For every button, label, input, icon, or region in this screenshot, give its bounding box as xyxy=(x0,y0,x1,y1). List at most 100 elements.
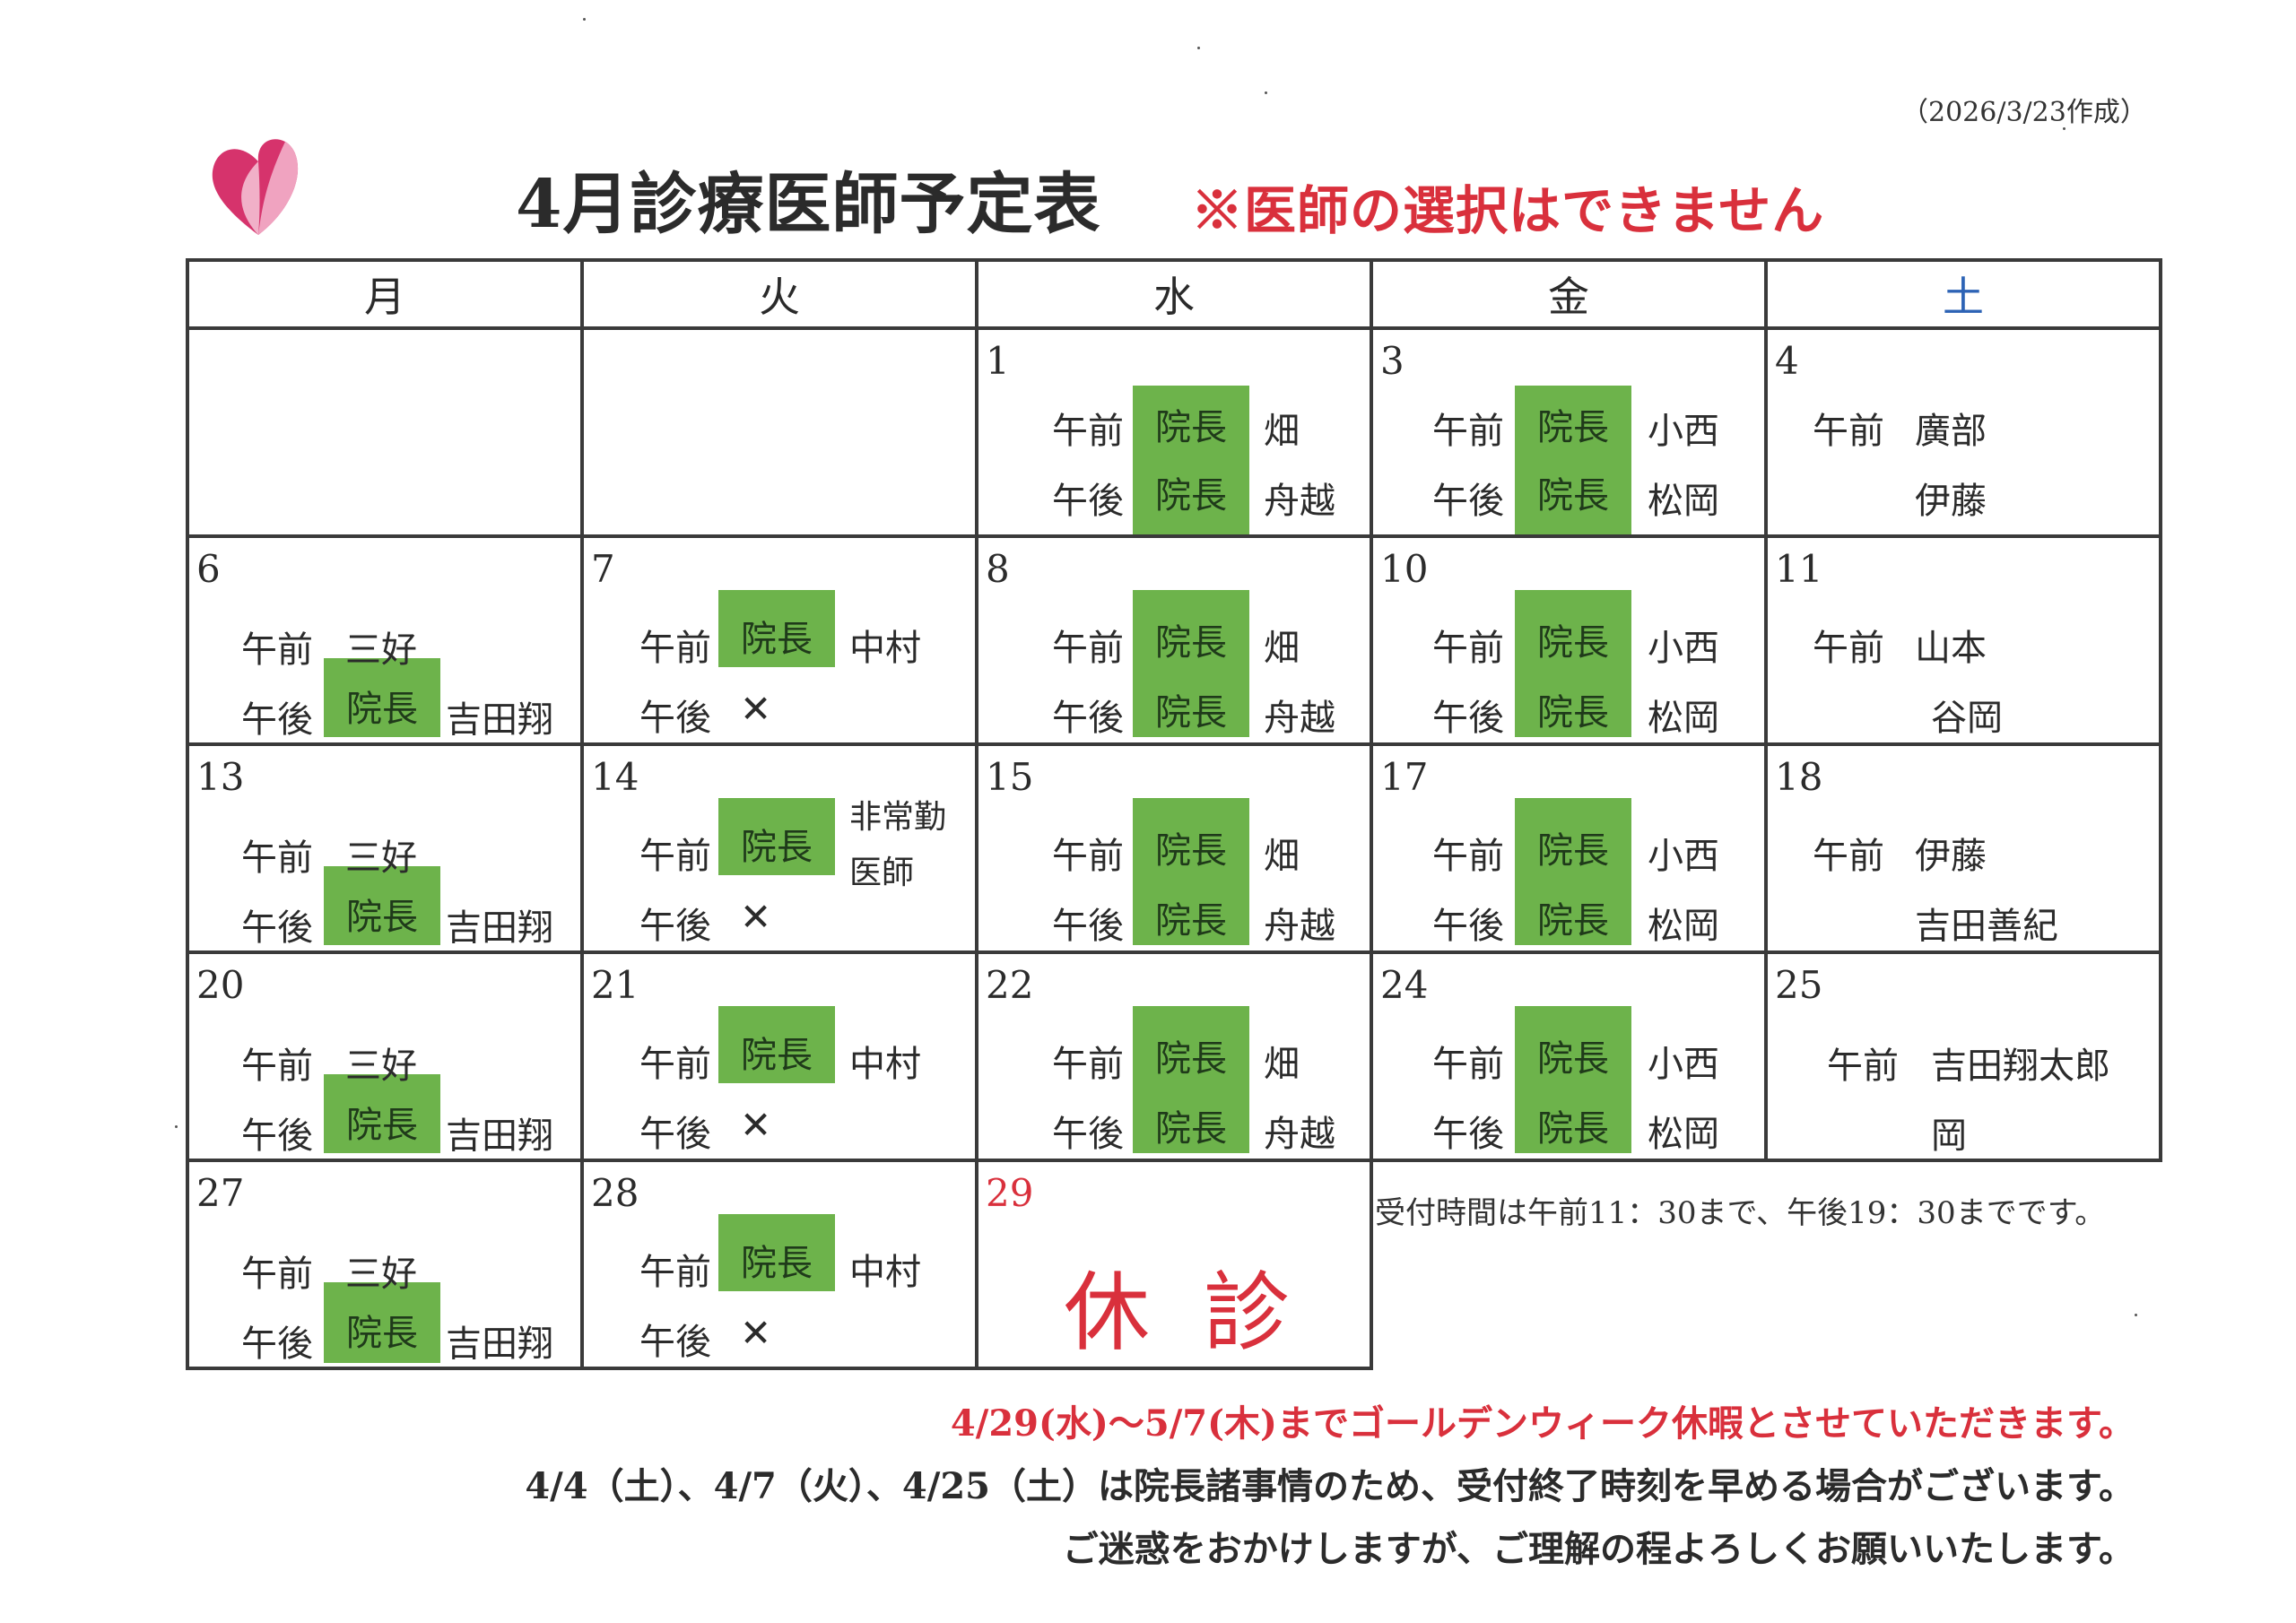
director-pm: 院長 xyxy=(346,689,418,730)
director-highlight xyxy=(1133,798,1249,945)
weekday-wed: 水 xyxy=(975,258,1373,330)
director-pm: 院長 xyxy=(1537,900,1609,942)
director-am: 院長 xyxy=(741,619,813,660)
day-cell-20: 20 午前 三好 午後 院長 吉田翔 xyxy=(186,950,584,1162)
am-doctor: 三好 xyxy=(345,1254,417,1295)
am-label: 午前 xyxy=(1432,628,1504,669)
pm-label: 午後 xyxy=(639,698,711,739)
am-label: 午前 xyxy=(1432,411,1504,452)
heart-logo-icon xyxy=(212,139,299,235)
day-cell-11: 11 午前 山本 谷岡 xyxy=(1764,534,2162,746)
am-doctor: 畑 xyxy=(1264,836,1300,877)
weekday-tue: 火 xyxy=(580,258,978,330)
day-cell-22: 22 午前 院長 畑 午後 院長 舟越 xyxy=(975,950,1373,1162)
pm-label: 午後 xyxy=(1432,698,1504,739)
am-doctor: 廣部 xyxy=(1915,411,1987,452)
day-number: 28 xyxy=(591,1171,639,1215)
am-label: 午前 xyxy=(1052,836,1124,877)
director-am: 院長 xyxy=(1537,622,1609,664)
director-highlight xyxy=(718,798,835,875)
director-highlight xyxy=(1515,1006,1631,1153)
am-doctor: 中村 xyxy=(849,1044,921,1085)
pm-label: 午後 xyxy=(639,1322,711,1363)
pm-doctor: 谷岡 xyxy=(1931,698,2003,739)
day-cell-13: 13 午前 三好 午後 院長 吉田翔 xyxy=(186,742,584,954)
am-doctor: 畑 xyxy=(1264,411,1300,452)
am-doctor: 吉田翔太郎 xyxy=(1931,1046,2110,1087)
director-pm: 院長 xyxy=(1537,692,1609,733)
day-cell-29: 29 休診 xyxy=(975,1159,1373,1370)
pm-label: 午後 xyxy=(1052,906,1124,947)
am-doctor: 小西 xyxy=(1648,836,1719,877)
director-highlight xyxy=(324,866,440,945)
day-number: 1 xyxy=(986,339,1010,383)
am-doctor-line2: 医師 xyxy=(849,855,915,891)
am-doctor: 畑 xyxy=(1264,628,1300,669)
empty-cell xyxy=(580,326,978,538)
director-highlight xyxy=(324,1282,440,1363)
closed-cross-icon: ✕ xyxy=(740,895,772,939)
day-number: 22 xyxy=(986,963,1034,1007)
created-date: （2026/3/23作成） xyxy=(1901,97,2147,128)
director-am: 院長 xyxy=(1155,1038,1227,1080)
am-label: 午前 xyxy=(241,838,313,879)
am-label: 午前 xyxy=(1827,1046,1899,1087)
am-label: 午前 xyxy=(241,629,313,671)
am-label: 午前 xyxy=(241,1254,313,1295)
doctor-selection-notice: ※医師の選択はできません xyxy=(1191,180,1825,241)
am-label: 午前 xyxy=(639,1044,711,1085)
director-pm: 院長 xyxy=(1155,900,1227,942)
empty-cell xyxy=(186,326,584,538)
pm-label: 午後 xyxy=(241,1115,313,1157)
pm-doctor: 吉田翔 xyxy=(446,1324,553,1365)
director-highlight xyxy=(1133,1006,1249,1153)
director-pm: 院長 xyxy=(346,897,418,938)
day-number: 17 xyxy=(1380,755,1429,799)
director-pm: 院長 xyxy=(1537,475,1609,516)
director-am: 院長 xyxy=(1155,830,1227,872)
am-doctor: 中村 xyxy=(849,1252,921,1293)
day-cell-8: 8 午前 院長 畑 午後 院長 舟越 xyxy=(975,534,1373,746)
day-cell-7: 7 午前 院長 中村 午後 ✕ xyxy=(580,534,978,746)
pm-doctor: 吉田翔 xyxy=(446,1115,553,1157)
director-highlight xyxy=(324,658,440,737)
pm-label: 午後 xyxy=(1432,1114,1504,1155)
director-am: 院長 xyxy=(1537,407,1609,448)
director-am: 院長 xyxy=(1155,407,1227,448)
day-cell-27: 27 午前 三好 午後 院長 吉田翔 xyxy=(186,1159,584,1370)
pm-doctor: 舟越 xyxy=(1264,481,1335,522)
am-doctor: 畑 xyxy=(1264,1044,1300,1085)
director-highlight xyxy=(1133,590,1249,737)
pm-doctor: 舟越 xyxy=(1264,906,1335,947)
day-cell-6: 6 午前 三好 午後 院長 吉田翔 xyxy=(186,534,584,746)
day-cell-14: 14 午前 院長 非常勤 医師 午後 ✕ xyxy=(580,742,978,954)
day-number: 13 xyxy=(196,755,245,799)
day-cell-10: 10 午前 院長 小西 午後 院長 松岡 xyxy=(1370,534,1768,746)
director-highlight xyxy=(718,1214,835,1291)
director-highlight xyxy=(324,1074,440,1153)
director-pm: 院長 xyxy=(1155,692,1227,733)
closed-cross-icon: ✕ xyxy=(740,1103,772,1147)
pm-label: 午後 xyxy=(1432,906,1504,947)
pm-doctor: 松岡 xyxy=(1648,481,1719,522)
day-number: 10 xyxy=(1380,547,1429,591)
am-label: 午前 xyxy=(1813,836,1884,877)
day-cell-15: 15 午前 院長 畑 午後 院長 舟越 xyxy=(975,742,1373,954)
pm-doctor: 吉田翔 xyxy=(446,907,553,949)
pm-label: 午後 xyxy=(241,699,313,741)
day-number: 6 xyxy=(196,547,221,591)
am-doctor: 中村 xyxy=(849,628,921,669)
director-am: 院長 xyxy=(741,1243,813,1284)
am-label: 午前 xyxy=(1052,1044,1124,1085)
am-label: 午前 xyxy=(639,836,711,877)
director-highlight xyxy=(1515,590,1631,737)
golden-week-notice: 4/29(水)～5/7(木)までゴールデンウィーク休暇とさせていただきます。 xyxy=(950,1402,2135,1445)
director-am: 院長 xyxy=(741,827,813,868)
am-label: 午前 xyxy=(1432,1044,1504,1085)
director-highlight xyxy=(1133,386,1249,538)
day-cell-28: 28 午前 院長 中村 午後 ✕ xyxy=(580,1159,978,1370)
pm-label: 午後 xyxy=(639,1114,711,1155)
day-cell-17: 17 午前 院長 小西 午後 院長 松岡 xyxy=(1370,742,1768,954)
weekday-fri: 金 xyxy=(1370,258,1768,330)
weekday-mon: 月 xyxy=(186,258,584,330)
